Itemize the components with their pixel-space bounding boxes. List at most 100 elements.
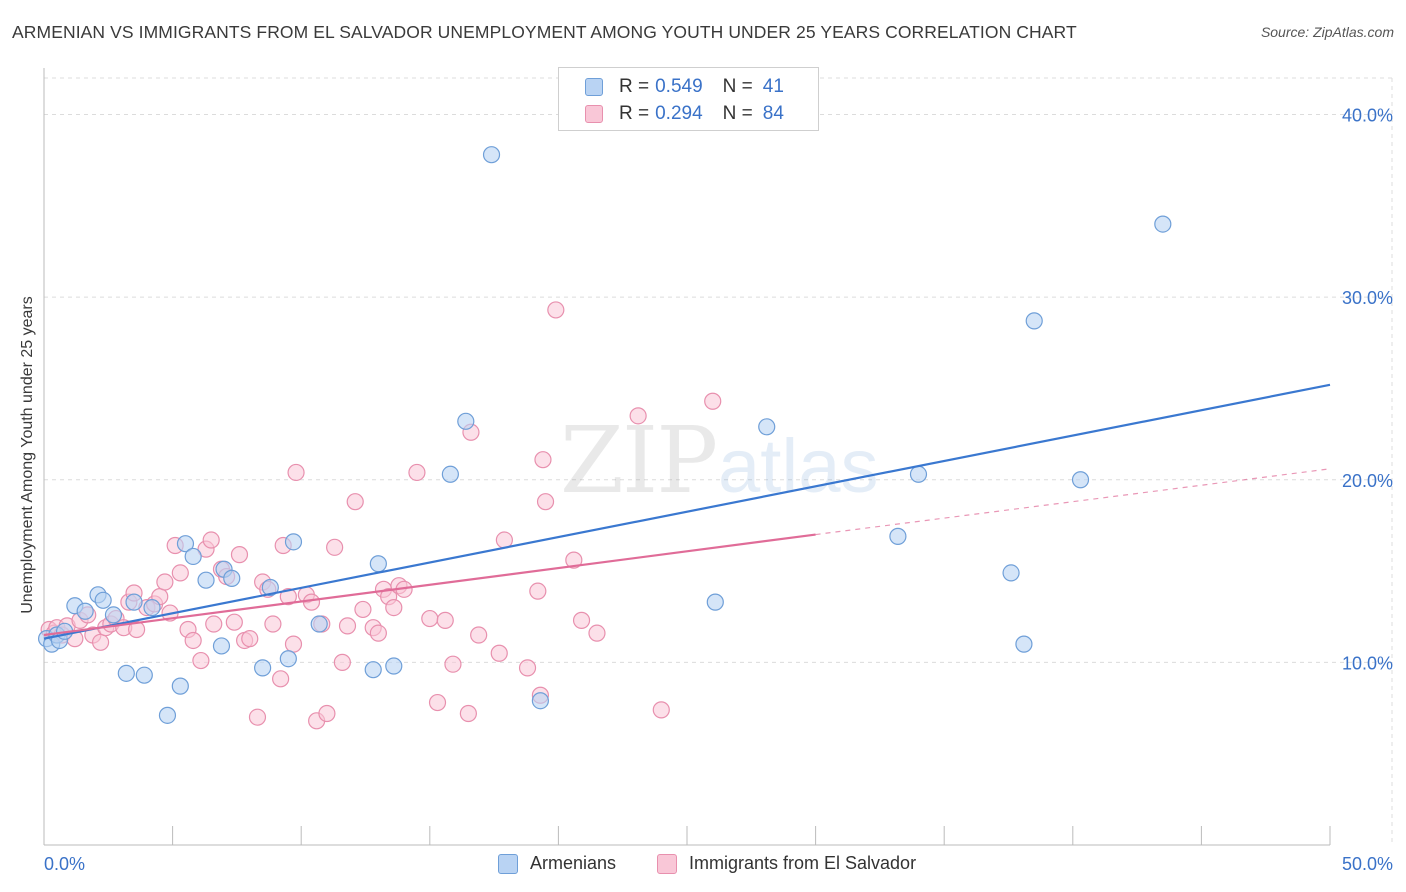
armenians-point [441,465,459,483]
armenians-point [158,706,177,724]
elsalvador-point [470,626,488,644]
armenians-point [104,606,123,624]
elsalvador-point [518,659,537,677]
armenians-point [1015,635,1033,653]
elsalvador-point [302,593,321,611]
watermark: ZIP atlas [560,407,879,514]
elsalvador-point [490,644,508,662]
elsalvador-point [547,301,565,319]
legend-item-elsalvador[interactable]: Immigrants from El Salvador [657,853,916,874]
elsalvador-point [241,630,259,648]
armenians-points [37,146,1172,724]
svg-text:ZIP: ZIP [560,407,716,514]
n-value: 41 [762,76,784,97]
armenians-point [223,569,241,587]
elsalvador-point [572,611,591,629]
elsalvador-point [704,392,722,410]
elsalvador-point [408,463,426,482]
elsalvador-point [385,598,403,617]
svg-text:atlas: atlas [718,424,879,509]
stats-row-armenians: R = 0.549 N = 41 [585,76,784,98]
elsalvador-point [156,573,174,591]
armenians-point [176,535,195,553]
elsalvador-point [284,635,303,653]
elsalvador-point [248,708,267,726]
stats-legend: R = 0.549 N = 41 R = 0.294 N = 84 [558,67,819,131]
n-label: N = [722,76,753,97]
elsalvador-point [333,653,351,671]
armenians-point [254,659,272,677]
armenians-point [457,412,475,430]
armenians-point [310,615,328,633]
elsalvador-point [264,615,282,633]
armenians-point [385,657,403,675]
r-label: R = [619,103,650,124]
stats-row-elsalvador: R = 0.294 N = 84 [585,103,784,125]
armenians-point [284,533,303,551]
elsalvador-point [318,704,336,723]
tick-labels: 10.0% 20.0% 30.0% 40.0% 0.0% 50.0% [44,106,1393,874]
n-label: N = [722,103,753,124]
elsalvador-point [127,620,146,639]
elsalvador-point [565,551,583,569]
elsalvador-point [279,588,297,606]
armenians-point [889,527,907,545]
elsalvador-point [91,633,110,651]
armenians-swatch [498,853,518,874]
armenians-point [279,650,297,668]
elsalvador-points [40,301,722,730]
elsalvador-point [205,615,223,633]
r-label: R = [619,76,650,97]
trend-lines [43,383,1331,640]
elsalvador-point [534,451,552,469]
armenians-swatch [585,78,603,96]
axes [43,68,1331,846]
armenians-point [135,666,153,684]
y-tick-label: 40.0% [1342,106,1393,126]
armenians-point [197,571,215,589]
elsalvador-swatch [585,105,603,123]
armenians-point [758,418,776,436]
r-value: 0.549 [655,76,703,97]
armenians-point [143,598,161,617]
series-legend: Armenians Immigrants from El Salvador [0,851,1406,877]
armenians-point [125,593,143,611]
elsalvador-point [202,531,220,549]
elsalvador-point [459,704,477,723]
armenians-point [706,593,724,611]
legend-label: Immigrants from El Salvador [689,853,917,873]
legend-item-armenians[interactable]: Armenians [498,853,616,874]
elsalvador-point [338,617,357,635]
elsalvador-point [588,624,606,642]
armenians-point [482,146,501,164]
elsalvador-point [192,651,210,670]
armenians-point [94,591,112,609]
x-tick-label: 0.0% [44,854,85,874]
y-tick-label: 30.0% [1342,288,1393,308]
y-tick-label: 20.0% [1342,471,1393,491]
elsalvador-point [326,538,344,556]
elsalvador-point [428,693,447,712]
source-label: Source: ZipAtlas.com [1260,24,1394,40]
elsalvador-point [346,493,364,511]
elsalvador-point [171,564,189,582]
r-value: 0.294 [655,103,703,124]
elsalvador-point [421,609,439,628]
elsalvador-point [369,624,387,642]
elsalvador-point [629,407,647,425]
elsalvador-point [230,546,249,564]
elsalvador-point [184,631,202,650]
elsalvador-point [536,493,555,511]
y-tick-label: 10.0% [1342,653,1393,673]
armenians-point [261,578,279,597]
elsalvador-point [272,670,290,688]
elsalvador-point [354,600,372,619]
elsalvador-point [225,613,243,631]
elsalvador-point [287,463,305,482]
elsalvador-point [652,701,670,719]
armenians-point [184,547,202,566]
armenians-point [909,465,928,483]
armenians-point [117,664,135,682]
armenians-point [1025,312,1043,330]
